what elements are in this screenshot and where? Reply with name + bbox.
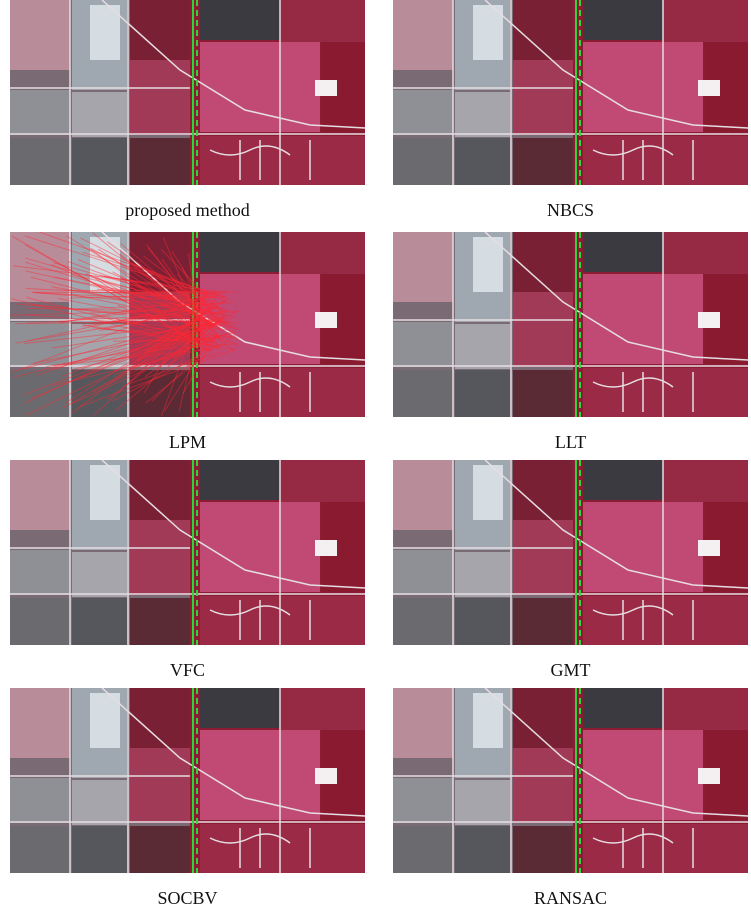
caption: VFC: [10, 660, 365, 681]
figure: proposed method NBCS LPM LLT VFC GMT SOCBV RANS…: [0, 0, 751, 907]
caption: LLT: [393, 432, 748, 453]
result-image: [393, 232, 748, 417]
caption: LPM: [10, 432, 365, 453]
caption: SOCBV: [10, 888, 365, 907]
result-image: [393, 0, 748, 185]
caption: proposed method: [10, 200, 365, 221]
caption: RANSAC: [393, 888, 748, 907]
result-image: [393, 460, 748, 645]
result-image: [393, 688, 748, 873]
result-image: [10, 460, 365, 645]
caption: NBCS: [393, 200, 748, 221]
result-image: [10, 0, 365, 185]
caption: GMT: [393, 660, 748, 681]
result-image: [10, 232, 365, 417]
result-image: [10, 688, 365, 873]
